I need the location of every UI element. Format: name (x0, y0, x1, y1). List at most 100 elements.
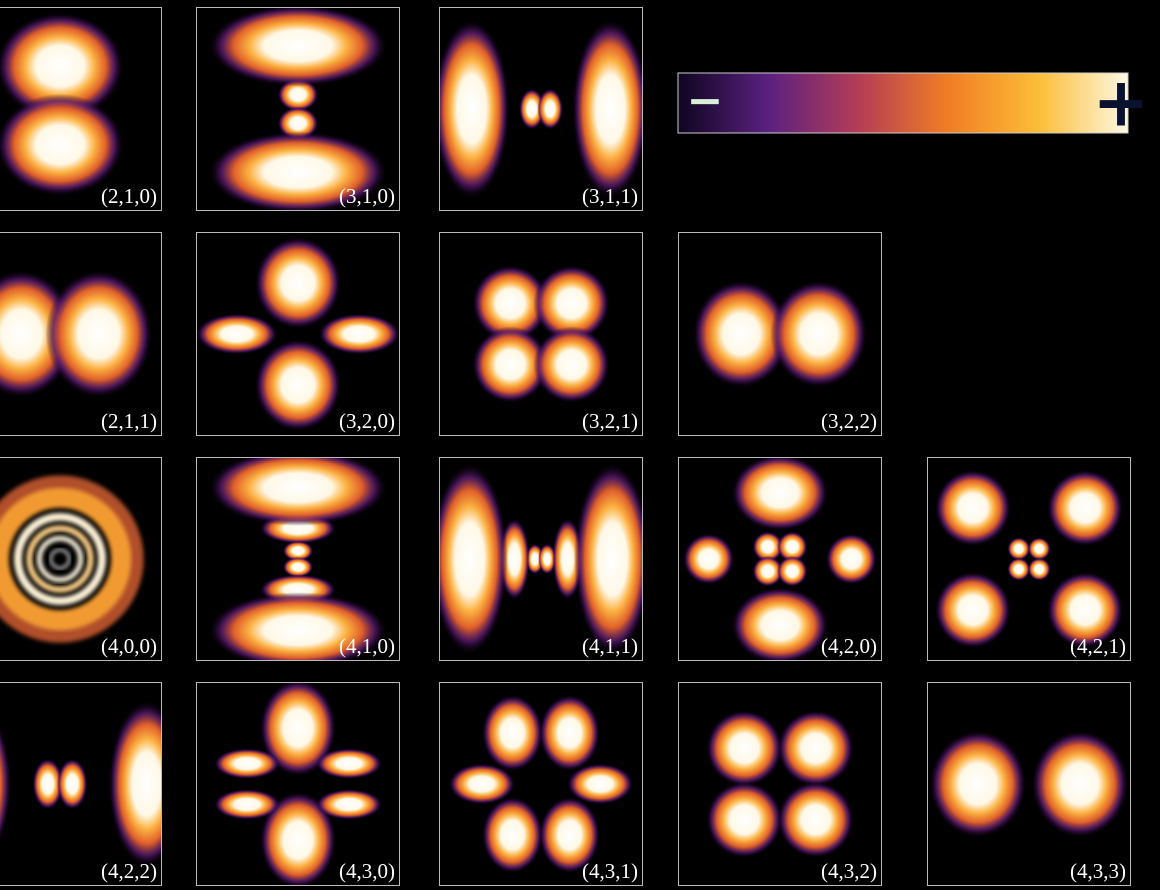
orbital-panel: (4,3,0) (196, 682, 400, 886)
orbital-lobe (208, 592, 388, 661)
panel-border (196, 7, 400, 211)
orbital-lobe (731, 587, 829, 661)
panel-border (678, 232, 882, 436)
panel-border (196, 457, 400, 661)
orbital-lobe (481, 694, 544, 772)
orbital-panel: (3,1,1) (439, 7, 643, 211)
orbital-lobe (277, 106, 319, 140)
orbital-lobe (32, 758, 64, 810)
orbital-lobe (776, 531, 808, 563)
orbital-lobe (538, 796, 601, 874)
orbital-lobe (934, 469, 1012, 547)
orbital-panel: (4,3,2) (678, 682, 882, 886)
orbital-lobe (277, 78, 319, 112)
orbital-lobe (929, 730, 1027, 838)
panel-border (927, 682, 1131, 886)
orbital-lobe (706, 710, 783, 787)
orbital-lobe (825, 533, 877, 585)
orbital-lobe (538, 543, 557, 575)
orbital-panel: (4,2,1) (927, 457, 1131, 661)
colorbar: − + (677, 64, 1150, 143)
panel-border (0, 682, 162, 886)
panel-label: (4,2,1) (1070, 634, 1126, 658)
orbital-lobe (56, 758, 88, 810)
orbital-lobe (208, 7, 388, 87)
panel-label: (3,2,0) (339, 409, 395, 433)
panel-label: (3,1,1) (582, 184, 638, 208)
orbital-lobe (1046, 571, 1124, 649)
orbital-lobe (1031, 730, 1129, 838)
panel-border (439, 682, 643, 886)
orbital-lobe (770, 280, 868, 388)
orbital-lobe (282, 540, 314, 562)
orbital-lobe (472, 326, 549, 403)
orbital-lobe (259, 682, 337, 777)
orbital-lobe (259, 791, 337, 886)
orbital-lobe (254, 339, 342, 431)
panel-border (0, 232, 162, 436)
panel-border (0, 457, 162, 661)
panel-grid: (2,1,0) (3,1,0) (3,1,1) (2,1,1) (3,2,0) (3,2,… (0, 7, 1131, 886)
orbital-lobe (1007, 537, 1031, 561)
panel-border (439, 7, 643, 211)
panel-border (678, 682, 882, 886)
orbital-lobe (196, 313, 278, 355)
orbital-panel: (4,2,2) (0, 682, 162, 886)
orbital-panel: (4,1,1) (439, 457, 643, 661)
orbital-lobe (315, 748, 383, 779)
panel-background (678, 682, 882, 886)
orbital-lobe (108, 701, 162, 867)
orbital-ring (0, 487, 132, 631)
colorbar-minus: − (687, 76, 724, 127)
orbital-lobe (777, 710, 854, 787)
orbital-lobe (1046, 469, 1124, 547)
orbital-panel: (4,3,3) (927, 682, 1131, 886)
orbital-lobe (0, 12, 124, 120)
orbital-lobe (439, 463, 508, 655)
orbital-lobe (318, 313, 400, 355)
panel-label: (4,3,1) (582, 859, 638, 883)
orbital-ring (36, 535, 84, 583)
orbital-lobe (45, 270, 153, 398)
panel-border (0, 7, 162, 211)
colorbar-gradient (677, 72, 1129, 134)
panel-label: (2,1,0) (101, 184, 157, 208)
orbital-lobe (1027, 557, 1051, 581)
orbital-lobe (538, 694, 601, 772)
orbital-lobe (519, 88, 545, 130)
orbital-panel: (3,1,0) (196, 7, 400, 211)
panel-border (196, 682, 400, 886)
panel-label: (3,1,0) (339, 184, 395, 208)
panel-label: (4,3,0) (339, 859, 395, 883)
orbital-lobe (574, 463, 643, 655)
orbital-lobe (0, 724, 12, 844)
orbital-panel: (2,1,1) (0, 232, 162, 436)
panel-label: (2,1,1) (101, 409, 157, 433)
orbital-lobe (208, 457, 388, 526)
orbital-lobe (567, 763, 634, 805)
orbital-lobe (533, 326, 610, 403)
orbital-panel: (4,2,0) (678, 457, 882, 661)
orbital-lobe (0, 93, 124, 196)
orbital-panel: (4,0,0) (0, 457, 162, 661)
panel-label: (3,2,1) (582, 409, 638, 433)
orbital-lobe (776, 555, 808, 587)
panel-label: (4,1,0) (339, 634, 395, 658)
panel-label: (4,2,0) (821, 634, 877, 658)
colorbar-plus: + (1093, 64, 1150, 143)
orbital-lobe (472, 265, 549, 342)
orbital-lobe (752, 531, 784, 563)
orbital-panel: (3,2,0) (196, 232, 400, 436)
orbital-panel: (4,1,0) (196, 457, 400, 661)
orbital-panel: (2,1,0) (0, 7, 162, 211)
panel-label: (4,3,3) (1070, 859, 1126, 883)
orbital-lobe (282, 556, 314, 578)
panel-label: (4,2,2) (101, 859, 157, 883)
orbital-panel: (3,2,1) (439, 232, 643, 436)
panel-border (927, 457, 1131, 661)
orbital-lobe (213, 748, 281, 779)
panel-border (439, 457, 643, 661)
orbital-panel: (4,3,1) (439, 682, 643, 886)
orbital-lobe (481, 796, 544, 874)
